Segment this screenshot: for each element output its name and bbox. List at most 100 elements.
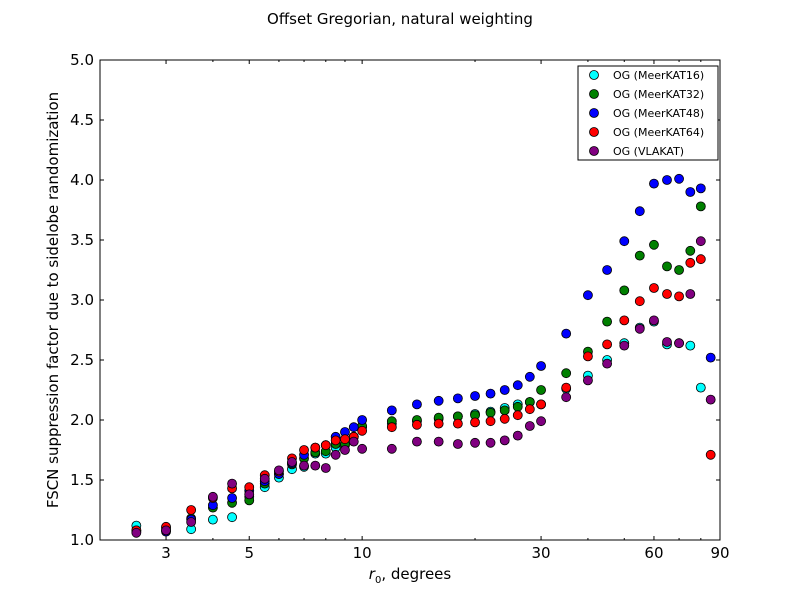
data-point-og-meerkat32	[674, 265, 684, 275]
x-tick-label: 3	[161, 544, 171, 562]
data-point-og-meerkat64	[485, 416, 496, 427]
data-point-og-vlakat	[619, 340, 630, 351]
x-axis-label: r0, degrees	[369, 565, 452, 586]
data-point-og-meerkat48	[705, 352, 716, 363]
y-tick-label: 2.5	[70, 351, 94, 369]
legend: OG (MeerKAT16) OG (MeerKAT32) OG (MeerKAT4…	[577, 65, 719, 161]
legend-label-og-meerkat16: OG (MeerKAT16)	[613, 69, 704, 82]
legend-label-og-meerkat48: OG (MeerKAT48)	[613, 107, 704, 120]
data-point-og-meerkat48	[619, 236, 630, 247]
data-point-og-meerkat32	[512, 401, 523, 412]
legend-label-og-meerkat32: OG (MeerKAT32)	[613, 88, 704, 101]
y-tick-label: 2.0	[70, 411, 94, 429]
y-tick-label: 3.5	[70, 231, 94, 249]
y-axis: 1.0 1.5 2.0 2.5 3.0 3.5 4.0 4.5 5.0	[70, 51, 720, 549]
y-tick-label: 4.0	[70, 171, 94, 189]
data-point-og-meerkat48	[685, 187, 696, 197]
data-point-og-meerkat64	[634, 296, 645, 307]
y-tick-label: 1.5	[70, 471, 94, 489]
data-point-og-meerkat48	[674, 173, 684, 184]
data-point-og-meerkat64	[357, 425, 368, 436]
data-point-og-vlakat	[161, 525, 171, 536]
data-point-og-meerkat32	[634, 250, 645, 261]
data-point-og-meerkat48	[227, 493, 237, 503]
data-point-og-meerkat16	[207, 514, 218, 525]
data-point-og-vlakat	[348, 436, 359, 447]
data-point-og-vlakat	[287, 457, 297, 467]
data-point-og-meerkat32	[602, 316, 613, 327]
data-point-og-meerkat32	[561, 368, 572, 379]
data-point-og-vlakat	[310, 460, 321, 471]
data-point-og-vlakat	[695, 236, 706, 247]
data-point-og-meerkat48	[412, 399, 422, 410]
data-point-og-vlakat	[259, 473, 270, 484]
data-point-og-vlakat	[470, 437, 480, 448]
x-axis-label-rest: , degrees	[381, 565, 451, 583]
data-point-og-meerkat64	[340, 434, 350, 445]
data-point-og-vlakat	[485, 437, 496, 448]
data-point-og-meerkat64	[499, 413, 510, 424]
y-tick-label: 1.0	[70, 531, 94, 549]
data-point-og-meerkat32	[619, 285, 630, 296]
data-point-og-vlakat	[186, 517, 197, 527]
data-point-og-meerkat48	[357, 415, 368, 425]
data-point-og-vlakat	[512, 430, 523, 441]
data-point-og-vlakat	[634, 323, 645, 334]
y-tick-label: 5.0	[70, 51, 94, 69]
data-point-og-meerkat32	[485, 407, 496, 418]
data-point-og-meerkat64	[186, 505, 197, 515]
data-point-og-meerkat48	[649, 178, 659, 189]
data-point-og-vlakat	[244, 489, 255, 500]
data-point-og-vlakat	[452, 439, 463, 449]
data-point-og-meerkat32	[536, 385, 546, 395]
y-tick-label: 3.0	[70, 291, 94, 309]
data-point-og-meerkat48	[386, 405, 397, 416]
data-point-og-meerkat64	[452, 418, 463, 429]
data-point-og-vlakat	[330, 449, 341, 460]
data-point-og-vlakat	[227, 478, 237, 489]
legend-box	[577, 65, 719, 161]
legend-marker-og-vlakat	[589, 146, 599, 156]
data-point-og-vlakat	[602, 358, 613, 369]
data-point-og-vlakat	[685, 289, 696, 299]
data-point-og-vlakat	[357, 443, 368, 454]
data-point-og-meerkat48	[695, 183, 706, 194]
x-axis-label-variable: r	[369, 565, 376, 583]
data-point-og-meerkat48	[583, 290, 593, 301]
data-point-og-vlakat	[433, 436, 444, 447]
data-point-og-meerkat64	[470, 417, 480, 428]
legend-marker-og-meerkat16	[589, 70, 599, 80]
data-point-og-vlakat	[561, 392, 572, 403]
data-point-og-meerkat64	[695, 254, 706, 265]
data-point-og-vlakat	[649, 315, 659, 326]
legend-marker-og-meerkat64	[589, 127, 599, 137]
data-point-og-meerkat64	[705, 449, 716, 460]
data-point-og-meerkat48	[524, 371, 535, 382]
data-point-og-vlakat	[207, 491, 218, 502]
data-point-og-meerkat64	[412, 419, 422, 430]
data-point-og-meerkat48	[512, 380, 523, 391]
data-point-og-meerkat64	[649, 283, 659, 293]
data-point-og-vlakat	[412, 436, 422, 447]
x-tick-label: 60	[644, 544, 663, 562]
data-point-og-meerkat32	[499, 405, 510, 416]
data-point-og-meerkat32	[685, 245, 696, 256]
x-tick-label: 30	[532, 544, 551, 562]
data-point-og-meerkat48	[452, 393, 463, 404]
data-point-og-vlakat	[662, 337, 672, 347]
data-point-og-meerkat48	[348, 422, 359, 433]
data-point-og-meerkat64	[330, 435, 341, 446]
legend-label-og-vlakat: OG (VLAKAT)	[613, 145, 684, 158]
data-point-og-meerkat32	[662, 261, 672, 272]
legend-label-og-meerkat64: OG (MeerKAT64)	[613, 126, 704, 139]
x-tick-label: 5	[244, 544, 254, 562]
data-point-og-meerkat64	[524, 404, 535, 415]
data-point-og-meerkat48	[485, 388, 496, 399]
data-point-og-meerkat64	[662, 289, 672, 299]
legend-marker-og-meerkat48	[589, 108, 599, 118]
x-axis: 3 5 10 30 60 90	[99, 60, 730, 562]
data-point-og-meerkat64	[299, 445, 309, 455]
data-point-og-meerkat64	[674, 291, 684, 302]
data-point-og-meerkat64	[386, 422, 397, 433]
